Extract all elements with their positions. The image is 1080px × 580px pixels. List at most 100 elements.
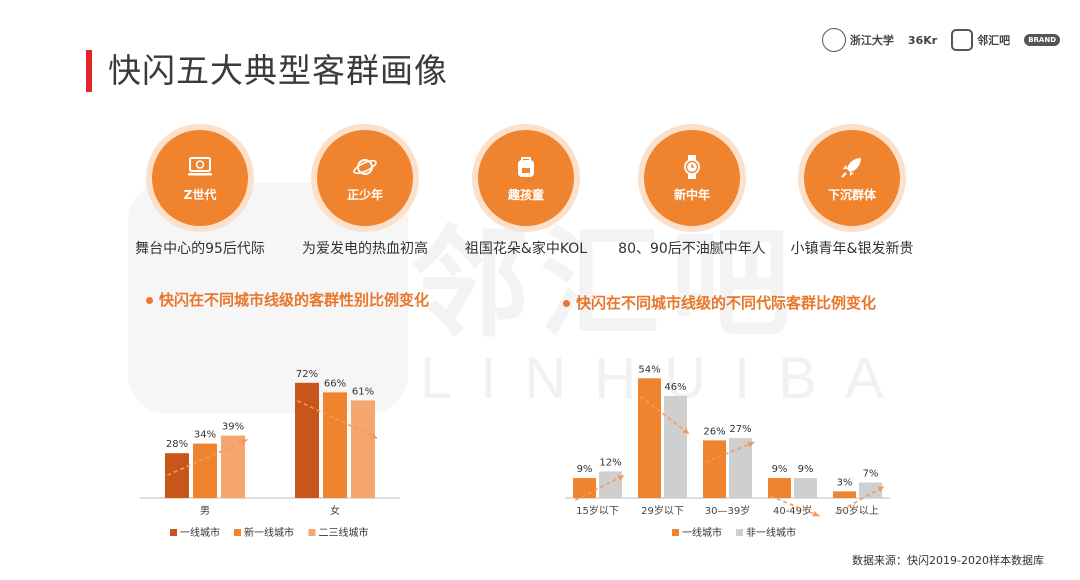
- bar: [859, 482, 882, 498]
- bar: [295, 382, 319, 498]
- x-tick-label: 29岁以下: [641, 504, 684, 517]
- bar: [638, 378, 661, 498]
- data-label: 66%: [324, 378, 346, 389]
- data-label: 72%: [296, 369, 318, 380]
- trend-arrow-line: [297, 399, 378, 440]
- bullet-dot-icon: [563, 300, 570, 307]
- zju-logo-text: 浙江大学: [849, 34, 894, 47]
- watch-icon: [684, 154, 700, 179]
- bar: [833, 491, 856, 498]
- persona-desc: 祖国花朵&家中KOL: [464, 241, 588, 257]
- legend-swatch: [736, 529, 743, 536]
- persona-name: 正少年: [346, 187, 383, 202]
- trend-arrow-head: [877, 486, 885, 493]
- planet-icon: [353, 158, 377, 175]
- title-accent-bar: [86, 50, 92, 92]
- legend-label: 非一线城市: [746, 526, 796, 539]
- x-tick-label: 30—39岁: [705, 504, 750, 517]
- bullet-dot-icon: [146, 297, 153, 304]
- legend-swatch: [308, 529, 316, 536]
- trend-arrow-head: [240, 439, 248, 445]
- bar: [664, 396, 687, 498]
- linhuiba-logo: 邻汇吧: [951, 29, 1010, 51]
- data-label: 3%: [837, 477, 853, 488]
- watermark-chinese: 邻汇吧: [410, 215, 800, 354]
- data-label: 7%: [863, 468, 879, 479]
- legend-swatch: [672, 529, 679, 536]
- data-label: 61%: [352, 386, 374, 397]
- zju-seal-icon: [821, 28, 846, 52]
- trend-arrow-head: [370, 432, 378, 439]
- data-label: 34%: [194, 430, 216, 441]
- legend-label: 二三线城市: [319, 526, 369, 539]
- bar: [193, 443, 217, 498]
- bar: [323, 392, 347, 498]
- trend-arrow-line: [704, 441, 755, 464]
- trend-arrow-head: [617, 475, 625, 481]
- data-label: 26%: [703, 426, 725, 437]
- persona-desc: 舞台中心的95后代际: [135, 241, 265, 257]
- persona-name: 新中年: [673, 187, 710, 202]
- bar: [703, 440, 726, 498]
- trend-arrow-head: [682, 427, 690, 435]
- computer-icon: [188, 156, 212, 175]
- persona-circle: 下沉群体: [804, 130, 900, 226]
- bar: [165, 453, 189, 498]
- data-label: 9%: [772, 464, 788, 475]
- persona-desc: 为爱发电的热血初高: [302, 241, 428, 257]
- age-chart: 9% 12% 15岁以下 54% 46% 29岁以下 26% 27% 30—39岁 9% 9% 40-…: [565, 364, 890, 539]
- persona-kid: 趣孩童 祖国花朵&家中KOL: [446, 130, 606, 258]
- trend-arrow-line: [834, 485, 885, 515]
- persona-circle: 新中年: [644, 130, 740, 226]
- trend-arrow-head: [747, 441, 755, 448]
- partner-logos: 浙江大学 36Kr 邻汇吧 BRAND: [821, 28, 1060, 52]
- persona-desc: 小镇青年&银发新贵: [790, 241, 914, 257]
- linhuiba-mark-icon: [951, 29, 974, 51]
- data-label: 12%: [599, 457, 621, 468]
- persona-middle-age: 新中年 80、90后不油腻中年人: [612, 130, 772, 258]
- data-label: 9%: [798, 464, 814, 475]
- 36kr-logo: 36Kr: [908, 34, 937, 47]
- legend-swatch: [234, 529, 241, 536]
- x-tick-label: 女: [330, 504, 340, 517]
- x-tick-label: 男: [200, 505, 210, 517]
- legend-swatch: [170, 529, 177, 536]
- data-source: 数据来源：快闪2019-2020样本数据库: [852, 554, 1044, 567]
- persona-teen: 正少年 为爱发电的热血初高: [285, 130, 445, 258]
- trend-arrow-head: [812, 510, 820, 517]
- page-title: 快闪五大典型客群画像: [108, 51, 448, 90]
- data-label: 27%: [729, 424, 751, 435]
- backpack-icon: [518, 156, 534, 177]
- bar: [768, 478, 791, 498]
- gender-chart-title-text: 快闪在不同城市线级的客群性别比例变化: [159, 291, 430, 309]
- persona-name: Z世代: [183, 187, 217, 202]
- data-label: 9%: [577, 464, 593, 475]
- legend-label: 一线城市: [180, 526, 220, 539]
- data-label: 39%: [222, 422, 244, 433]
- rocket-icon: [841, 157, 861, 178]
- brand-logo-text: BRAND: [1024, 34, 1060, 46]
- persona-name: 下沉群体: [827, 187, 876, 202]
- data-label: 28%: [166, 439, 188, 450]
- persona-desc: 80、90后不油腻中年人: [618, 241, 766, 257]
- data-label: 46%: [664, 382, 686, 393]
- persona-circle: 正少年: [317, 130, 413, 226]
- trend-arrow-line: [769, 495, 820, 517]
- linhuiba-logo-text: 邻汇吧: [977, 34, 1011, 47]
- persona-circle: Z世代: [152, 130, 248, 226]
- trend-arrow-line: [574, 474, 625, 501]
- legend-label: 一线城市: [682, 526, 722, 539]
- bar: [729, 438, 752, 498]
- trend-arrow-line: [639, 395, 690, 435]
- brand-logo: BRAND: [1024, 34, 1060, 46]
- persona-circle: 趣孩童: [478, 130, 574, 226]
- age-chart-title: 快闪在不同城市线级的不同代际客群比例变化: [563, 292, 876, 313]
- persona-z-generation: Z世代 舞台中心的95后代际: [120, 130, 280, 258]
- gender-chart-title: 快闪在不同城市线级的客群性别比例变化: [146, 289, 429, 310]
- 36kr-logo-text: 36Kr: [907, 33, 938, 47]
- x-tick-label: 15岁以下: [576, 504, 619, 517]
- zju-logo: 浙江大学: [821, 28, 894, 52]
- persona-name: 趣孩童: [507, 187, 544, 202]
- bar: [599, 471, 622, 498]
